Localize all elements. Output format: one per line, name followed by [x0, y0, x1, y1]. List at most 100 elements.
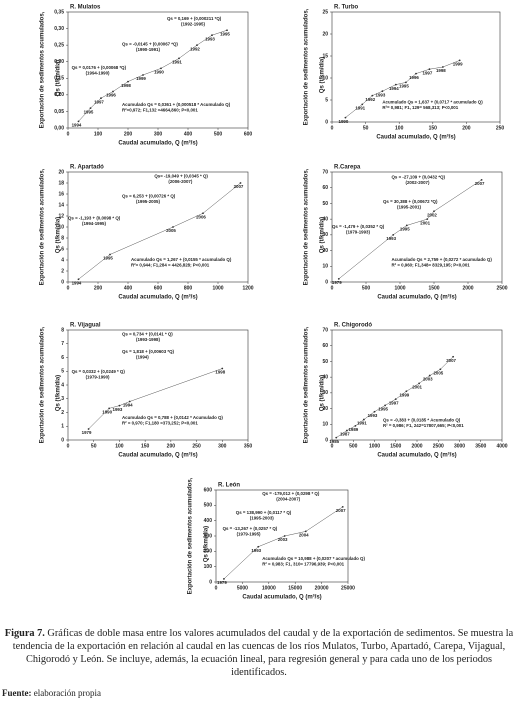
point: [178, 57, 180, 60]
point-label: 1994: [389, 86, 399, 91]
x-axis-label: Caudal acumulado, Q (m³/s): [376, 134, 455, 141]
annotation: R²=0,972; F1,132 =4664,860; P<0,001: [122, 107, 198, 112]
point: [428, 374, 431, 377]
x-tick-label: 250: [496, 125, 505, 131]
y-tick-label: 0: [61, 437, 64, 443]
y-tick-label: 0,20: [54, 59, 64, 65]
x-tick-label: 3500: [475, 443, 486, 449]
annotation: (2004-2007): [276, 496, 300, 501]
point-label: 1999: [136, 76, 146, 81]
y-tick-label: 0,15: [54, 76, 64, 82]
y-tick-label: 7: [61, 341, 64, 347]
x-axis-label: Caudal acumulado, Q (m³/s): [377, 294, 456, 301]
point: [405, 224, 408, 227]
point: [418, 382, 421, 385]
point: [77, 278, 80, 281]
point-label: 2007: [475, 181, 485, 186]
point: [394, 398, 397, 401]
panel-title: R. León: [218, 483, 240, 489]
x-tick-label: 50: [91, 443, 97, 449]
point-label: 1991: [355, 106, 365, 111]
point-label: 1989: [348, 427, 358, 432]
point-label: 1993: [368, 413, 378, 418]
point-label: 1990: [102, 410, 112, 415]
x-tick-label: 0: [215, 585, 218, 591]
y-tick-label: 4: [61, 382, 64, 388]
x-tick-label: 200: [124, 131, 133, 137]
y-tick-label: 2: [61, 410, 64, 416]
point: [112, 90, 114, 93]
annotation: Qs = 0,0332 + (0,0249 * Q): [72, 369, 126, 374]
x-tick-label: 0: [67, 131, 70, 137]
point-label: 1998: [436, 68, 446, 73]
x-axis-label: Caudal acumulado, Q (m³/s): [118, 452, 197, 459]
point: [87, 428, 90, 430]
point: [452, 355, 455, 358]
x-tick-label: 15000: [288, 585, 302, 591]
x-tick-label: 150: [429, 125, 438, 131]
point: [211, 34, 213, 37]
x-tick-label: 200: [94, 285, 103, 291]
annotation: Acumulado Qs = 0,0361 + (0,000518 * Acum…: [122, 102, 231, 107]
trend-line: [345, 60, 460, 118]
y-axis-label: Qs (t/km/día): [56, 60, 62, 96]
plot-frame: [331, 171, 503, 283]
point-label: 1979: [82, 430, 92, 435]
point: [361, 103, 364, 106]
x-tick-label: 100: [115, 443, 124, 449]
x-axis-label: Caudal acumulado, Q (m³/s): [377, 452, 456, 459]
x-tick-label: 500: [214, 131, 223, 137]
y-tick-label: 20: [322, 406, 328, 412]
annotation: R²= 0,981; F1, 129= 568,313; P<0,001: [382, 105, 458, 110]
point: [428, 68, 431, 71]
point: [480, 178, 483, 181]
y-tick-label: 20: [322, 248, 328, 254]
y-axis-label: Exportación de sedimentos acumulados,: [304, 326, 310, 443]
caption-text: Gráficas de doble masa entre los valores…: [12, 628, 514, 678]
annotation: Qs = -13,267 + (0,0257 * Q): [223, 526, 278, 531]
point: [221, 367, 224, 370]
y-tick-label: 400: [204, 518, 213, 524]
x-tick-label: 0: [331, 125, 334, 131]
point: [100, 97, 102, 100]
x-tick-label: 5000: [237, 585, 248, 591]
annotation: R² = 0,960; F1,348= 8329,195; P<0,001: [392, 263, 471, 268]
x-tick-label: 600: [244, 131, 253, 137]
y-axis-label: Qs (t/km/día): [204, 526, 210, 562]
annotation: Qs = -179,012 + (0,0298 * Q): [262, 491, 320, 496]
x-tick-label: 0: [67, 443, 70, 449]
annotation: Acumulado Qs = 1,267 + (0,0155 * acumula…: [131, 257, 232, 262]
point-label: 1995: [103, 256, 113, 261]
x-tick-label: 2000: [411, 443, 422, 449]
y-tick-label: 50: [322, 359, 328, 365]
y-tick-label: 2: [61, 268, 64, 274]
point: [142, 74, 144, 76]
x-tick-label: 100: [395, 125, 404, 131]
point-label: 1997: [389, 400, 399, 405]
annotation: Qs = -0,0145 + (0,00067 *Q): [122, 42, 178, 47]
panel-title: R. Vijagual: [70, 323, 101, 329]
y-tick-label: 40: [322, 216, 328, 222]
point-label: 1992: [365, 97, 375, 102]
point-label: 1994: [72, 123, 82, 128]
annotation: (1994-1990): [86, 70, 110, 75]
point: [392, 233, 395, 236]
annotation: (1995-2005): [136, 199, 160, 204]
x-tick-label: 20000: [315, 585, 329, 591]
x-tick-label: 600: [154, 285, 163, 291]
x-tick-label: 500: [349, 443, 358, 449]
annotation: R²= 0,944; F1,284 = 4426,828; P<0,001: [131, 263, 210, 268]
y-tick-label: 70: [322, 327, 328, 333]
x-tick-label: 100: [94, 131, 103, 137]
annotation: (1995-2001): [397, 204, 421, 209]
y-tick-label: 10: [58, 224, 64, 230]
y-tick-label: 12: [58, 213, 64, 219]
point: [89, 107, 92, 110]
annotation: Qs = -1,193 + (0,0098 * Q): [68, 215, 121, 220]
caption: Figura 7. Gráficas de doble masa entre l…: [4, 627, 514, 679]
point-label: 1994: [72, 280, 82, 285]
point: [415, 72, 417, 75]
x-axis-label: Caudal acumulado, Q (m³/s): [242, 594, 321, 601]
point: [226, 29, 228, 32]
point-label: 1987: [340, 432, 350, 437]
